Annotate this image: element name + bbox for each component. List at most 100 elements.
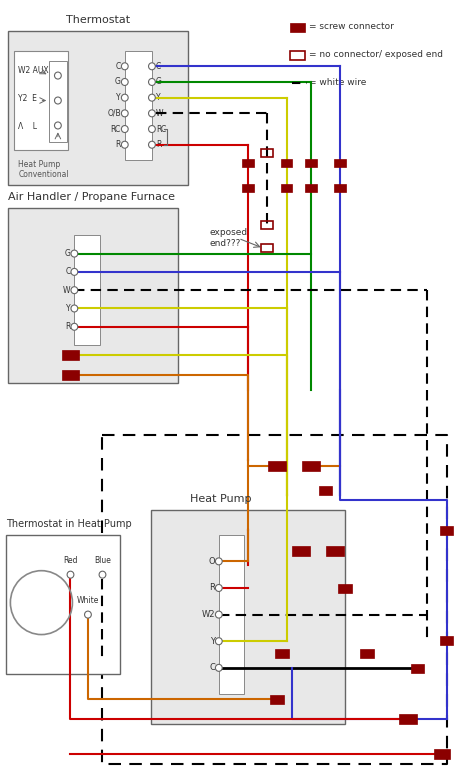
Text: R: R [116, 140, 121, 149]
Text: Y: Y [66, 304, 71, 313]
Text: Thermostat: Thermostat [65, 15, 130, 25]
Text: Conventional: Conventional [18, 170, 69, 179]
Circle shape [71, 268, 78, 275]
Bar [302, 461, 319, 471]
Circle shape [215, 584, 222, 591]
Circle shape [215, 611, 222, 618]
Text: White: White [77, 596, 99, 604]
Circle shape [215, 665, 222, 672]
Circle shape [55, 122, 61, 129]
Circle shape [148, 110, 155, 117]
Bar [242, 184, 254, 193]
Bar [275, 649, 289, 658]
Bar [125, 51, 152, 161]
Bar [281, 159, 292, 168]
Bar [262, 150, 273, 158]
Text: Air Handler / Propane Furnace: Air Handler / Propane Furnace [9, 193, 175, 202]
Text: R: R [209, 583, 215, 593]
Bar [327, 546, 344, 556]
Text: RC: RC [156, 125, 166, 133]
Text: G: G [156, 77, 162, 87]
Bar [262, 222, 273, 229]
Text: W: W [63, 285, 71, 295]
Bar [9, 30, 188, 186]
Text: exposed
end???: exposed end??? [209, 229, 247, 248]
Bar [6, 535, 120, 675]
Text: O: O [208, 557, 215, 566]
Bar [360, 649, 374, 658]
Text: Thermostat in Heat Pump: Thermostat in Heat Pump [6, 519, 131, 529]
Bar [270, 696, 284, 704]
Circle shape [67, 571, 74, 578]
Circle shape [71, 323, 78, 330]
Bar [9, 208, 178, 383]
Text: Red: Red [63, 555, 78, 565]
Bar [411, 664, 424, 673]
Text: R: R [156, 140, 161, 149]
Bar [334, 184, 346, 193]
Circle shape [121, 141, 128, 148]
Circle shape [215, 638, 222, 645]
Text: = screw connector: = screw connector [309, 22, 394, 31]
Bar [14, 51, 68, 151]
Circle shape [148, 126, 155, 133]
Circle shape [148, 141, 155, 148]
Text: C: C [209, 663, 215, 672]
Text: Y: Y [156, 93, 160, 102]
Bar [290, 23, 305, 32]
Text: = white wire: = white wire [309, 78, 366, 87]
Circle shape [148, 79, 155, 86]
Circle shape [121, 94, 128, 101]
Bar [399, 714, 417, 725]
Bar [305, 159, 317, 168]
Circle shape [121, 110, 128, 117]
Text: RC: RC [110, 125, 121, 133]
Bar [262, 244, 273, 252]
Bar [242, 159, 254, 168]
Text: C: C [116, 62, 121, 71]
Bar [319, 486, 332, 495]
Bar [268, 461, 286, 471]
Text: O/B: O/B [107, 109, 121, 118]
Circle shape [148, 94, 155, 101]
Text: G: G [64, 249, 71, 258]
Bar [292, 546, 310, 556]
Bar [434, 750, 449, 760]
Circle shape [84, 611, 91, 618]
Bar [334, 159, 346, 168]
Text: Y: Y [116, 93, 121, 102]
Bar [62, 350, 79, 360]
Bar [440, 636, 454, 644]
Text: C: C [65, 268, 71, 276]
Text: Blue: Blue [94, 555, 111, 565]
Bar [281, 184, 292, 193]
Bar [62, 370, 79, 380]
Circle shape [121, 63, 128, 69]
Text: W2 AUX: W2 AUX [18, 66, 49, 75]
Bar [440, 526, 454, 535]
Text: Y2  E: Y2 E [18, 94, 37, 103]
Text: Heat Pump: Heat Pump [18, 161, 60, 169]
Circle shape [148, 63, 155, 69]
Bar [74, 236, 100, 345]
Bar [338, 584, 352, 593]
Circle shape [121, 126, 128, 133]
Circle shape [99, 571, 106, 578]
Bar [219, 535, 244, 694]
Circle shape [121, 79, 128, 86]
Text: W: W [156, 109, 164, 118]
Text: C: C [156, 62, 161, 71]
Bar [305, 184, 317, 193]
Circle shape [215, 558, 222, 565]
Bar [290, 51, 305, 59]
Text: W2: W2 [201, 610, 215, 619]
Text: Heat Pump: Heat Pump [190, 494, 251, 504]
Circle shape [71, 305, 78, 312]
Circle shape [55, 72, 61, 79]
Text: = no connector/ exposed end: = no connector/ exposed end [309, 50, 443, 59]
Text: Y: Y [210, 636, 215, 646]
Text: Λ    L: Λ L [18, 122, 37, 131]
Bar [151, 510, 345, 725]
Circle shape [71, 287, 78, 294]
Text: G: G [115, 77, 121, 87]
